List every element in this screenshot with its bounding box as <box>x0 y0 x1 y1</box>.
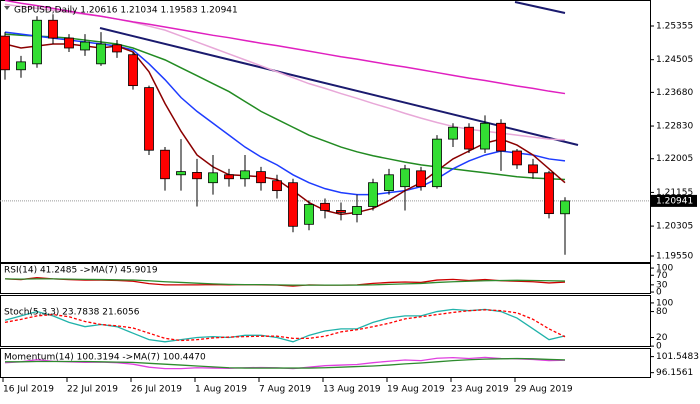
candle-body <box>176 171 186 176</box>
x-tick-label: 16 Jul 2019 <box>3 385 54 395</box>
x-tick-label: 26 Jul 2019 <box>131 385 182 395</box>
rsi-panel-frame <box>0 263 651 294</box>
candle-body <box>80 41 90 51</box>
candle-body <box>480 122 490 150</box>
panel-title: RSI(14) 41.2485 ->MA(7) 45.9019 <box>4 266 158 276</box>
candle-body <box>544 172 554 215</box>
panel-title: GBPUSD,Daily 1.20616 1.21034 1.19583 1.2… <box>14 6 238 16</box>
candle-body <box>16 61 26 71</box>
candle-body <box>560 200 570 215</box>
y-tick-label: 0 <box>656 288 662 298</box>
line <box>4 308 566 343</box>
candle-body <box>32 19 42 65</box>
candle-body <box>464 126 474 150</box>
line <box>4 309 566 342</box>
line <box>4 33 566 181</box>
candle-body <box>288 182 298 227</box>
y-tick-label: 1.22830 <box>656 122 693 132</box>
candle-body <box>416 170 426 188</box>
candle-body <box>528 164 538 174</box>
candle-body <box>448 126 458 140</box>
panel-frames <box>0 0 651 378</box>
candle-body <box>512 150 522 166</box>
candle-body <box>352 206 362 215</box>
y-tick-label: 1.20305 <box>656 222 693 232</box>
y-tick-label: 101.5483 <box>656 352 699 362</box>
candles <box>0 14 570 255</box>
candle-body <box>320 202 330 211</box>
line <box>4 278 566 286</box>
panel-title: Stoch(5,3,3) 23.7838 21.6056 <box>4 308 140 318</box>
panel-title: Momentum(14) 100.3194 ->MA(7) 100.4470 <box>4 353 206 363</box>
momentum-panel-frame <box>0 348 651 378</box>
y-tick-label: 100 <box>656 264 673 274</box>
y-tick-label: 1.23680 <box>656 88 693 98</box>
y-tick-label: 30 <box>656 280 668 290</box>
candle-body <box>336 210 346 213</box>
candle-body <box>304 204 314 225</box>
y-tick-label: 1.22005 <box>656 154 693 164</box>
y-tick-label: 1.25355 <box>656 21 693 31</box>
candle-body <box>272 180 282 192</box>
stoch-panel-frame <box>0 295 651 347</box>
y-tick-label: 80 <box>656 307 668 317</box>
x-tick-label: 22 Jul 2019 <box>67 385 118 395</box>
y-tick-label: 0 <box>656 342 662 352</box>
y-tick-label: 20 <box>656 333 668 343</box>
candle-body <box>160 149 170 180</box>
candle-body <box>144 87 154 151</box>
trend-line <box>514 1 566 14</box>
y-tick-label: 1.24505 <box>656 55 693 65</box>
candle-body <box>64 37 74 49</box>
x-tick-label: 29 Aug 2019 <box>515 385 573 395</box>
candle-body <box>48 19 58 39</box>
candle-body <box>432 138 442 188</box>
symbol-icon <box>4 6 10 10</box>
y-tick-label: 1.19550 <box>656 252 693 262</box>
candle-body <box>128 54 138 87</box>
line <box>4 0 566 95</box>
plot-layer: 1.25355 1.24505 1.23680 1.22830 1.22005 1.211… <box>0 0 699 395</box>
candle-body <box>240 170 250 180</box>
candle-body <box>208 172 218 184</box>
indicator-lines <box>4 356 566 370</box>
x-tick-label: 1 Aug 2019 <box>195 385 247 395</box>
y-tick-label: 100 <box>656 298 673 308</box>
indicator-lines <box>4 308 566 343</box>
main-panel-frame <box>0 0 651 263</box>
x-tick-label: 23 Aug 2019 <box>451 385 509 395</box>
x-tick-label: 19 Aug 2019 <box>387 385 445 395</box>
current-price-box <box>651 194 697 207</box>
current-price-label: 1.20941 <box>656 196 693 206</box>
candle-body <box>400 168 410 188</box>
x-tick-label: 13 Aug 2019 <box>323 385 381 395</box>
y-tick-label: 70 <box>656 271 668 281</box>
candle-body <box>112 44 122 53</box>
candle-body <box>224 174 234 180</box>
line <box>5 357 566 369</box>
candle-body <box>256 171 266 184</box>
candle-body <box>0 35 10 71</box>
x-tick-label: 7 Aug 2019 <box>259 385 311 395</box>
candle-body <box>368 182 378 207</box>
candle-body <box>496 122 506 152</box>
y-tick-label: 1.21155 <box>656 188 693 198</box>
indicator-lines <box>4 277 566 287</box>
candle-body <box>384 174 394 192</box>
candle-body <box>96 43 106 65</box>
y-tick-label: 96.1561 <box>656 368 693 378</box>
candle-body <box>192 172 202 180</box>
